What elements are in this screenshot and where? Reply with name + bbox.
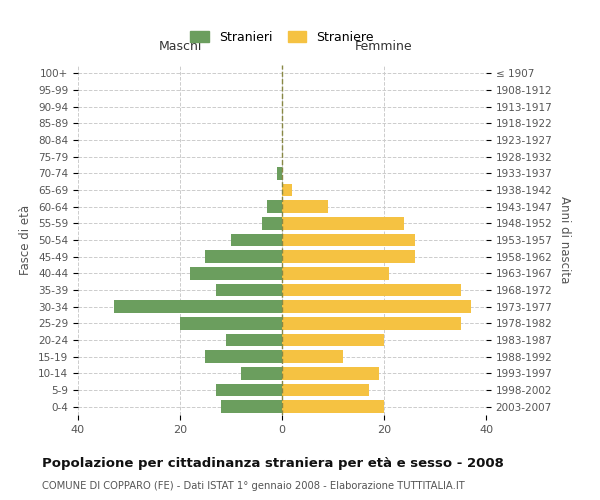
Bar xyxy=(282,200,328,213)
Bar xyxy=(282,250,415,263)
Bar xyxy=(180,317,282,330)
Y-axis label: Anni di nascita: Anni di nascita xyxy=(558,196,571,284)
Bar xyxy=(205,350,282,363)
Bar xyxy=(282,350,343,363)
Bar xyxy=(282,267,389,280)
Bar xyxy=(226,334,282,346)
Y-axis label: Fasce di età: Fasce di età xyxy=(19,205,32,275)
Bar xyxy=(216,284,282,296)
Text: Femmine: Femmine xyxy=(355,40,413,54)
Bar xyxy=(282,284,461,296)
Text: COMUNE DI COPPARO (FE) - Dati ISTAT 1° gennaio 2008 - Elaborazione TUTTITALIA.IT: COMUNE DI COPPARO (FE) - Dati ISTAT 1° g… xyxy=(42,481,465,491)
Bar xyxy=(262,217,282,230)
Bar xyxy=(231,234,282,246)
Legend: Stranieri, Straniere: Stranieri, Straniere xyxy=(185,26,379,49)
Bar xyxy=(113,300,282,313)
Bar xyxy=(282,184,292,196)
Bar xyxy=(277,167,282,179)
Bar xyxy=(282,217,404,230)
Text: Popolazione per cittadinanza straniera per età e sesso - 2008: Popolazione per cittadinanza straniera p… xyxy=(42,458,504,470)
Bar xyxy=(216,384,282,396)
Bar xyxy=(266,200,282,213)
Bar xyxy=(282,334,384,346)
Bar xyxy=(282,317,461,330)
Text: Maschi: Maschi xyxy=(158,40,202,54)
Bar xyxy=(282,234,415,246)
Bar xyxy=(282,384,369,396)
Bar xyxy=(282,400,384,413)
Bar xyxy=(190,267,282,280)
Bar xyxy=(205,250,282,263)
Bar xyxy=(221,400,282,413)
Bar xyxy=(282,367,379,380)
Bar xyxy=(282,300,471,313)
Bar xyxy=(241,367,282,380)
